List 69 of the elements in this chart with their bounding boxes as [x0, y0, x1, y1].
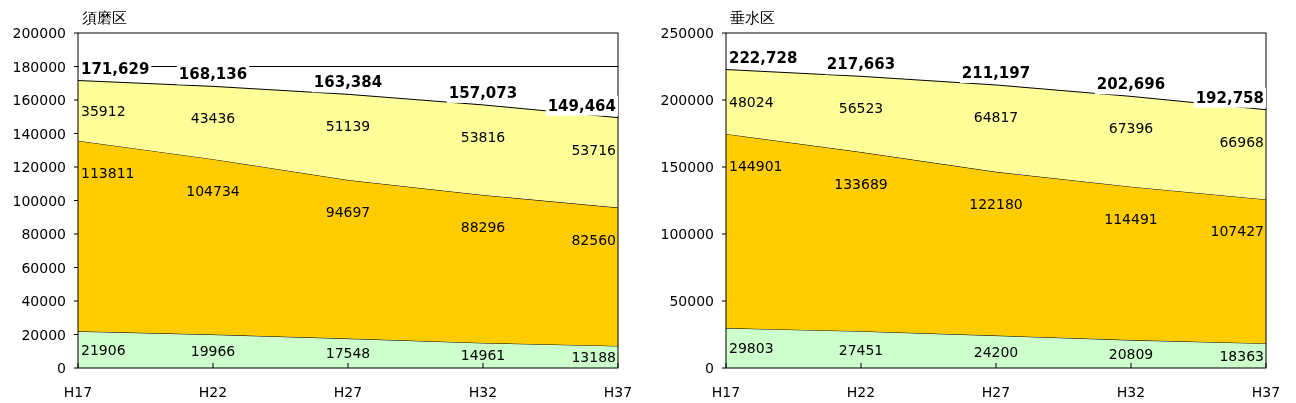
- y-tick-label: 120000: [12, 159, 66, 175]
- total-label: 211,197: [961, 64, 1031, 82]
- chart-title: 垂水区: [730, 9, 775, 27]
- data-label: 88296: [460, 219, 506, 236]
- data-label: 113811: [81, 164, 135, 181]
- y-tick-label: 180000: [12, 58, 66, 75]
- chart-title: 須磨区: [82, 9, 127, 27]
- data-label: 53716: [571, 141, 617, 158]
- data-label: 20809: [1108, 346, 1154, 363]
- y-tick-label: 40000: [21, 293, 66, 309]
- y-tick-label: 140000: [12, 125, 66, 142]
- data-label: 53816: [460, 128, 506, 145]
- total-label: 192,758: [1195, 88, 1264, 107]
- total-label: 168,136: [178, 65, 248, 84]
- y-tick-label: 250000: [660, 25, 714, 41]
- y-tick-label: 200000: [12, 25, 66, 41]
- y-tick-label: 100000: [12, 192, 66, 209]
- y-tick-label: 50000: [669, 293, 714, 309]
- y-tick-label: 80000: [21, 226, 66, 242]
- total-label: 163,384: [313, 73, 383, 92]
- y-tick-label: 0: [57, 360, 66, 376]
- data-label: 144901: [729, 157, 783, 174]
- data-label: 13188: [571, 348, 616, 365]
- data-label: 56523: [838, 100, 884, 117]
- data-label: 107427: [1210, 223, 1264, 240]
- data-label: 66968: [1219, 133, 1264, 150]
- data-label: 27451: [838, 341, 884, 358]
- data-label: 94697: [325, 203, 371, 220]
- data-label: 64817: [973, 109, 1019, 125]
- data-label: 43436: [190, 110, 236, 127]
- data-label: 133689: [834, 176, 888, 193]
- total-label: 149,464: [547, 96, 616, 115]
- x-tick-label: H17: [711, 384, 741, 400]
- data-label: 114491: [1104, 210, 1158, 227]
- x-tick-label: H27: [333, 384, 363, 400]
- y-tick-label: 160000: [12, 92, 66, 108]
- total-label: 222,728: [729, 48, 798, 67]
- x-tick-label: H17: [63, 384, 93, 400]
- data-label: 19966: [190, 343, 236, 360]
- y-tick-label: 100000: [660, 226, 714, 242]
- data-label: 122180: [969, 195, 1023, 212]
- y-tick-label: 150000: [660, 159, 714, 175]
- data-label: 104734: [186, 183, 240, 200]
- data-label: 21906: [81, 341, 126, 358]
- data-label: 18363: [1219, 347, 1264, 364]
- y-tick-label: 20000: [21, 326, 66, 343]
- x-tick-label: H32: [468, 384, 498, 400]
- x-tick-label: H22: [846, 384, 876, 400]
- total-label: 157,073: [448, 83, 518, 102]
- data-label: 17548: [325, 345, 371, 362]
- data-label: 35912: [81, 102, 126, 119]
- total-label: 171,629: [81, 59, 150, 78]
- data-label: 14961: [460, 347, 506, 364]
- data-label: 29803: [729, 340, 774, 357]
- y-tick-label: 200000: [660, 92, 714, 108]
- total-label: 217,663: [826, 55, 896, 74]
- x-tick-label: H27: [981, 384, 1011, 400]
- y-tick-label: 60000: [21, 259, 66, 276]
- data-label: 67396: [1108, 120, 1154, 137]
- data-label: 48024: [729, 93, 774, 110]
- data-label: 82560: [571, 231, 616, 248]
- x-tick-label: H37: [1251, 384, 1281, 400]
- total-label: 202,696: [1096, 75, 1166, 94]
- x-tick-label: H22: [198, 384, 228, 400]
- x-tick-label: H37: [603, 384, 633, 400]
- data-label: 51139: [325, 118, 371, 135]
- data-label: 24200: [973, 343, 1019, 360]
- x-tick-label: H32: [1116, 384, 1146, 400]
- y-tick-label: 0: [705, 360, 714, 376]
